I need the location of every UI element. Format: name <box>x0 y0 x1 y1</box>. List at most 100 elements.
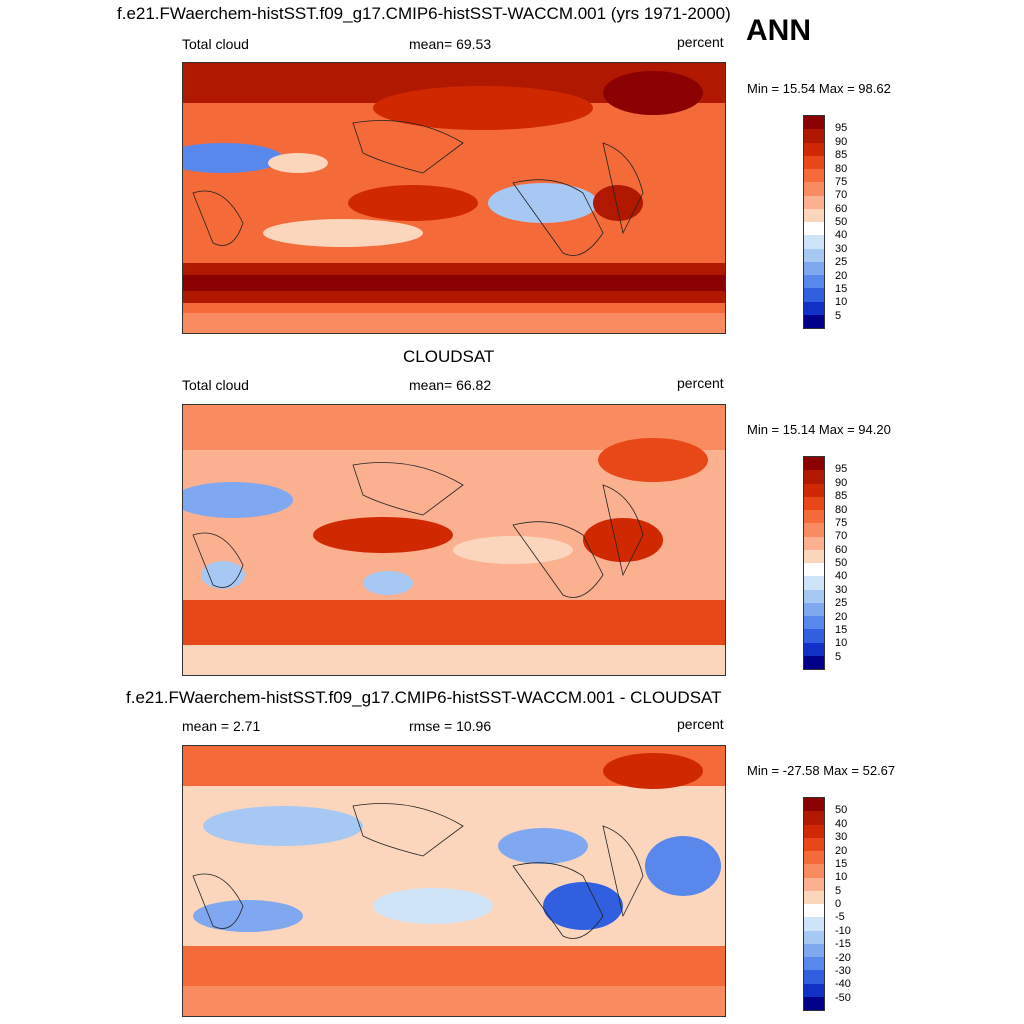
panel2-tick: 25 <box>835 597 848 610</box>
panel2-left-label: Total cloud <box>182 377 249 393</box>
panel3-colorbar-swatch <box>804 970 824 984</box>
panel3-colorbar-swatch <box>804 983 824 997</box>
panel1-colorbar-swatch <box>804 314 824 328</box>
panel1-colorbar-swatch <box>804 155 824 169</box>
panel3-map-svg <box>183 746 725 1016</box>
panel2-tick: 70 <box>835 530 848 543</box>
panel1-colorbar <box>803 115 825 329</box>
panel1-colorbar-swatch <box>804 129 824 143</box>
panel1-colorbar-swatch <box>804 208 824 222</box>
panel1-colorbar-swatch <box>804 288 824 302</box>
panel2-tick: 80 <box>835 503 848 516</box>
panel2-tick: 10 <box>835 637 848 650</box>
panel3-tick: 40 <box>835 817 848 830</box>
panel1-colorbar-swatch <box>804 235 824 249</box>
panel1-mean-label: mean= 69.53 <box>409 36 492 52</box>
panel1-colorbar-ticks: 95 90 85 80 75 70 60 50 40 30 25 20 15 1… <box>835 115 875 329</box>
panel1-colorbar-swatch <box>804 248 824 262</box>
panel1-units: percent <box>677 34 724 50</box>
panel1-tick: 95 <box>835 122 848 135</box>
panel3-tick: 5 <box>835 884 842 897</box>
panel3-colorbar-swatch <box>804 917 824 931</box>
panel1-tick: 85 <box>835 149 848 162</box>
panel3-colorbar <box>803 797 825 1011</box>
panel2-minmax: Min = 15.14 Max = 94.20 <box>747 422 891 437</box>
panel1-colorbar-swatch <box>804 182 824 196</box>
panel1-tick: 25 <box>835 256 848 269</box>
panel3-colorbar-swatch <box>804 957 824 971</box>
panel2-colorbar-swatch <box>804 523 824 537</box>
panel1-tick: 20 <box>835 269 848 282</box>
panel1-colorbar-swatch <box>804 301 824 315</box>
panel1-map-svg <box>183 63 725 333</box>
panel3-title: f.e21.FWaerchem-histSST.f09_g17.CMIP6-hi… <box>126 688 722 707</box>
panel3-map <box>182 745 726 1017</box>
panel2-colorbar-swatch <box>804 470 824 484</box>
panel2-tick: 40 <box>835 570 848 583</box>
panel2-colorbar-swatch <box>804 655 824 669</box>
panel2-mean-label: mean= 66.82 <box>409 377 492 393</box>
panel1-tick: 70 <box>835 189 848 202</box>
panel3-tick: -15 <box>835 938 851 951</box>
panel2-tick: 95 <box>835 463 848 476</box>
panel3-colorbar-swatch <box>804 930 824 944</box>
panel1-colorbar-swatch <box>804 261 824 275</box>
panel1-tick: 15 <box>835 282 848 295</box>
main-title: f.e21.FWaerchem-histSST.f09_g17.CMIP6-hi… <box>117 4 731 23</box>
panel2-tick: 85 <box>835 490 848 503</box>
panel3-tick: 30 <box>835 831 848 844</box>
panel1-tick: 75 <box>835 175 848 188</box>
panel1-colorbar-swatch <box>804 116 824 130</box>
panel2-colorbar-swatch <box>804 589 824 603</box>
panel1-colorbar-swatch <box>804 142 824 156</box>
panel1-colorbar-swatch <box>804 195 824 209</box>
panel2-colorbar-swatch <box>804 563 824 577</box>
panel2-tick: 20 <box>835 610 848 623</box>
panel3-colorbar-swatch <box>804 837 824 851</box>
panel2-colorbar-swatch <box>804 616 824 630</box>
panel3-tick: 20 <box>835 844 848 857</box>
panel3-tick: 50 <box>835 804 848 817</box>
panel3-colorbar-swatch <box>804 824 824 838</box>
panel3-tick: 10 <box>835 871 848 884</box>
panel3-colorbar-swatch <box>804 864 824 878</box>
panel3-minmax: Min = -27.58 Max = 52.67 <box>747 763 896 778</box>
panel3-colorbar-swatch <box>804 851 824 865</box>
panel1-minmax: Min = 15.54 Max = 98.62 <box>747 81 891 96</box>
panel2-tick: 15 <box>835 623 848 636</box>
panel2-colorbar-swatch <box>804 642 824 656</box>
panel1-colorbar-swatch <box>804 222 824 236</box>
panel3-tick: 15 <box>835 857 848 870</box>
panel2-colorbar-swatch <box>804 536 824 550</box>
panel2-colorbar-swatch <box>804 483 824 497</box>
panel3-tick: -20 <box>835 951 851 964</box>
panel3-rmse-label: rmse = 10.96 <box>409 718 492 734</box>
panel2-colorbar-swatch <box>804 549 824 563</box>
panel3-tick: -50 <box>835 991 851 1004</box>
panel1-tick: 50 <box>835 216 848 228</box>
panel2-tick: 50 <box>835 557 848 569</box>
panel2-map <box>182 404 726 676</box>
panel3-colorbar-swatch <box>804 904 824 918</box>
panel3-tick: 0 <box>835 898 842 910</box>
panel3-colorbar-swatch <box>804 877 824 891</box>
panel1-tick: 60 <box>835 202 848 215</box>
panel3-tick: -5 <box>835 911 845 924</box>
panel3-colorbar-swatch <box>804 811 824 825</box>
panel1-map <box>182 62 726 334</box>
panel2-title: CLOUDSAT <box>403 347 495 366</box>
panel2-colorbar-swatch <box>804 457 824 471</box>
panel2-tick: 75 <box>835 516 848 529</box>
panel3-tick: -30 <box>835 964 851 977</box>
panel2-tick: 60 <box>835 543 848 556</box>
panel2-colorbar <box>803 456 825 670</box>
panel1-colorbar-swatch <box>804 169 824 183</box>
panel3-colorbar-swatch <box>804 943 824 957</box>
panel2-tick: 30 <box>835 583 848 596</box>
panel3-colorbar-swatch <box>804 890 824 904</box>
panel3-units: percent <box>677 716 724 732</box>
panel3-tick: -40 <box>835 978 851 991</box>
panel2-colorbar-swatch <box>804 510 824 524</box>
panel1-colorbar-swatch <box>804 275 824 289</box>
panel3-colorbar-ticks: 50 40 30 20 15 10 5 0 -5 -10 -15 -20 -30… <box>835 797 875 1011</box>
